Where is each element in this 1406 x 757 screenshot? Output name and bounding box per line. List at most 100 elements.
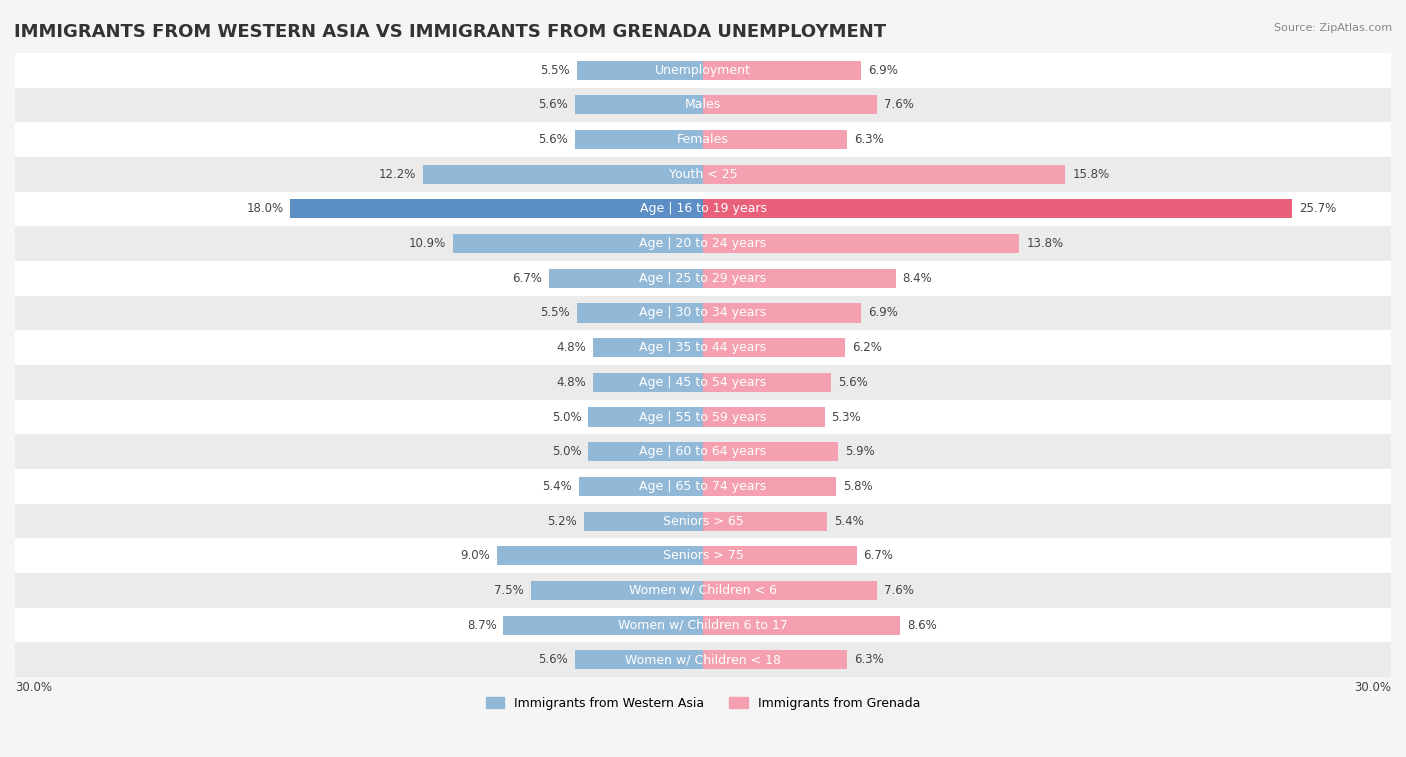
Text: Women w/ Children 6 to 17: Women w/ Children 6 to 17	[619, 618, 787, 631]
Text: Age | 20 to 24 years: Age | 20 to 24 years	[640, 237, 766, 250]
Bar	[575, 650, 703, 669]
Bar	[15, 435, 1391, 469]
Bar	[703, 165, 1066, 184]
Bar	[703, 130, 848, 149]
Bar	[531, 581, 703, 600]
Bar	[15, 573, 1391, 608]
Bar	[15, 157, 1391, 192]
Text: 5.5%: 5.5%	[540, 64, 569, 76]
Text: 5.8%: 5.8%	[842, 480, 873, 493]
Text: 6.3%: 6.3%	[855, 653, 884, 666]
Text: 13.8%: 13.8%	[1026, 237, 1063, 250]
Text: Age | 30 to 34 years: Age | 30 to 34 years	[640, 307, 766, 319]
Bar	[15, 365, 1391, 400]
Text: Age | 60 to 64 years: Age | 60 to 64 years	[640, 445, 766, 458]
Bar	[579, 477, 703, 496]
Bar	[15, 226, 1391, 261]
Bar	[15, 53, 1391, 88]
Bar	[15, 261, 1391, 296]
Bar	[15, 296, 1391, 330]
Bar	[703, 407, 824, 427]
Text: 9.0%: 9.0%	[460, 550, 489, 562]
Text: 7.6%: 7.6%	[884, 98, 914, 111]
Bar	[15, 400, 1391, 435]
Bar	[15, 608, 1391, 643]
Text: 7.5%: 7.5%	[495, 584, 524, 597]
Text: 5.6%: 5.6%	[538, 98, 568, 111]
Bar	[588, 407, 703, 427]
Text: 5.5%: 5.5%	[540, 307, 569, 319]
Legend: Immigrants from Western Asia, Immigrants from Grenada: Immigrants from Western Asia, Immigrants…	[481, 692, 925, 715]
Text: 4.8%: 4.8%	[557, 341, 586, 354]
Text: Unemployment: Unemployment	[655, 64, 751, 76]
Text: 6.7%: 6.7%	[513, 272, 543, 285]
Text: 8.7%: 8.7%	[467, 618, 496, 631]
Text: 15.8%: 15.8%	[1073, 168, 1109, 181]
Text: Age | 35 to 44 years: Age | 35 to 44 years	[640, 341, 766, 354]
Bar	[703, 581, 877, 600]
Text: 5.6%: 5.6%	[538, 653, 568, 666]
Text: 18.0%: 18.0%	[246, 202, 284, 216]
Bar	[423, 165, 703, 184]
Bar	[588, 442, 703, 461]
Bar	[593, 372, 703, 392]
Bar	[15, 469, 1391, 503]
Bar	[703, 234, 1019, 253]
Bar	[453, 234, 703, 253]
Text: Females: Females	[678, 133, 728, 146]
Text: 30.0%: 30.0%	[15, 681, 52, 693]
Text: 5.2%: 5.2%	[547, 515, 576, 528]
Bar	[575, 95, 703, 114]
Bar	[703, 372, 831, 392]
Bar	[703, 338, 845, 357]
Text: 5.6%: 5.6%	[838, 376, 868, 389]
Bar	[496, 547, 703, 565]
Text: 6.2%: 6.2%	[852, 341, 882, 354]
Bar	[703, 304, 862, 322]
Bar	[15, 643, 1391, 678]
Text: 7.6%: 7.6%	[884, 584, 914, 597]
Bar	[703, 61, 862, 79]
Bar	[583, 512, 703, 531]
Text: Age | 65 to 74 years: Age | 65 to 74 years	[640, 480, 766, 493]
Text: Women w/ Children < 18: Women w/ Children < 18	[626, 653, 780, 666]
Bar	[550, 269, 703, 288]
Text: 12.2%: 12.2%	[380, 168, 416, 181]
Bar	[290, 199, 703, 219]
Bar	[503, 615, 703, 634]
Bar	[15, 88, 1391, 122]
Text: Age | 45 to 54 years: Age | 45 to 54 years	[640, 376, 766, 389]
Text: 6.9%: 6.9%	[868, 64, 898, 76]
Text: 5.4%: 5.4%	[543, 480, 572, 493]
Text: 5.6%: 5.6%	[538, 133, 568, 146]
Text: Youth < 25: Youth < 25	[669, 168, 737, 181]
Bar	[703, 199, 1292, 219]
Text: 5.0%: 5.0%	[551, 410, 582, 423]
Text: Age | 16 to 19 years: Age | 16 to 19 years	[640, 202, 766, 216]
Bar	[703, 442, 838, 461]
Bar	[15, 538, 1391, 573]
Text: 10.9%: 10.9%	[409, 237, 446, 250]
Bar	[15, 330, 1391, 365]
Text: 30.0%: 30.0%	[1354, 681, 1391, 693]
Bar	[576, 304, 703, 322]
Text: Seniors > 75: Seniors > 75	[662, 550, 744, 562]
Bar	[593, 338, 703, 357]
Bar	[703, 95, 877, 114]
Text: 5.0%: 5.0%	[551, 445, 582, 458]
Text: 6.9%: 6.9%	[868, 307, 898, 319]
Text: 8.4%: 8.4%	[903, 272, 932, 285]
Bar	[703, 650, 848, 669]
Text: 25.7%: 25.7%	[1299, 202, 1337, 216]
Bar	[703, 269, 896, 288]
Text: 5.4%: 5.4%	[834, 515, 863, 528]
Bar	[703, 547, 856, 565]
Bar	[703, 615, 900, 634]
Text: Males: Males	[685, 98, 721, 111]
Bar	[575, 130, 703, 149]
Text: Seniors > 65: Seniors > 65	[662, 515, 744, 528]
Text: 4.8%: 4.8%	[557, 376, 586, 389]
Text: 6.3%: 6.3%	[855, 133, 884, 146]
Bar	[15, 192, 1391, 226]
Text: IMMIGRANTS FROM WESTERN ASIA VS IMMIGRANTS FROM GRENADA UNEMPLOYMENT: IMMIGRANTS FROM WESTERN ASIA VS IMMIGRAN…	[14, 23, 886, 41]
